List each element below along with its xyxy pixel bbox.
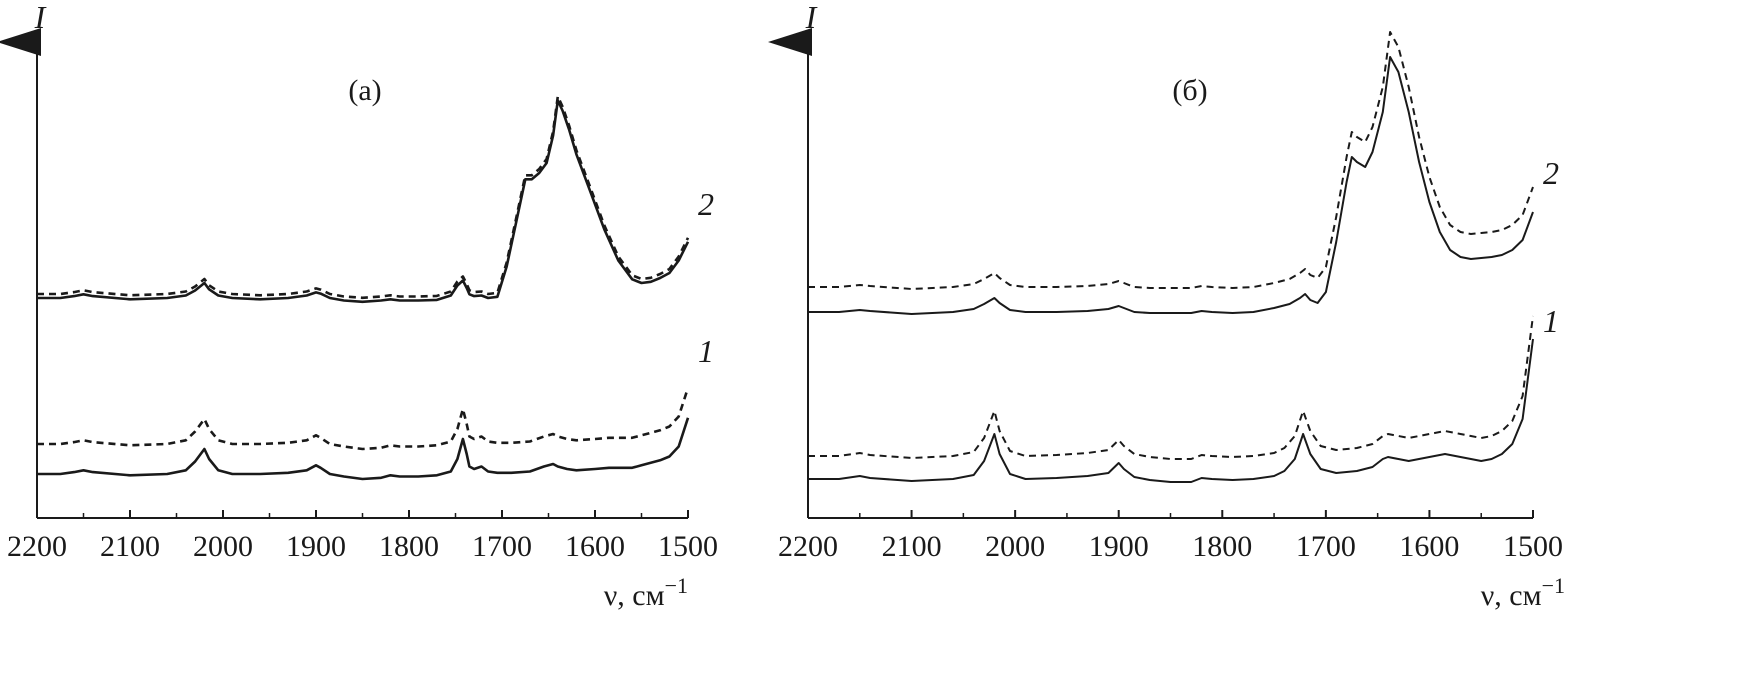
series-line-2-solid — [37, 99, 690, 304]
curve-label: 1 — [698, 333, 714, 369]
y-axis-title: I — [805, 0, 818, 35]
panel-label: (б) — [1172, 74, 1207, 107]
x-axis-title: ν, см−1 — [1481, 573, 1565, 612]
series-line-1-solid — [808, 338, 1534, 483]
x-tick-label: 2200 — [7, 530, 67, 563]
y-axis-title: I — [34, 0, 47, 35]
series-line-1-solid — [37, 417, 690, 481]
x-tick-label: 1500 — [1503, 530, 1563, 563]
x-axis-title-text: ν, см — [1481, 579, 1542, 612]
x-tick-label: 2000 — [193, 530, 253, 563]
x-tick-label: 1500 — [658, 530, 718, 563]
chart-panel-1: 2200 2100 2000 1900 1800 1700 1600 1500 Iν, см−1… — [0, 0, 718, 612]
x-tick-label: 1600 — [565, 530, 625, 563]
x-tick-label: 2200 — [778, 530, 838, 563]
x-tick-label: 1900 — [286, 530, 346, 563]
x-tick-label: 1700 — [472, 530, 532, 563]
series-line-2-dashed — [37, 95, 690, 300]
x-axis-title-superscript: −1 — [1542, 573, 1565, 598]
x-axis-title: ν, см−1 — [604, 573, 688, 612]
series-line-2-dashed — [808, 31, 1534, 290]
x-tick-label: 2000 — [985, 530, 1045, 563]
x-tick-label: 1600 — [1399, 530, 1459, 563]
curve-label: 2 — [1543, 155, 1559, 191]
x-tick-label: 1900 — [1089, 530, 1149, 563]
x-axis-title-superscript: −1 — [665, 573, 688, 598]
x-tick-label: 1800 — [1192, 530, 1252, 563]
series-line-2-solid — [808, 56, 1534, 315]
x-tick-label: 2100 — [882, 530, 942, 563]
series-line-1-dashed — [808, 315, 1534, 460]
panel-label: (а) — [348, 74, 381, 107]
curve-label: 1 — [1543, 303, 1559, 339]
x-axis-title-text: ν, см — [604, 579, 665, 612]
x-tick-label: 2100 — [100, 530, 160, 563]
curve-label: 2 — [698, 186, 714, 222]
series-line-1-dashed — [37, 387, 690, 451]
chart-panel-2: 2200 2100 2000 1900 1800 1700 1600 1500 Iν, см−1… — [768, 0, 1565, 612]
x-tick-label: 1800 — [379, 530, 439, 563]
x-tick-label: 1700 — [1296, 530, 1356, 563]
